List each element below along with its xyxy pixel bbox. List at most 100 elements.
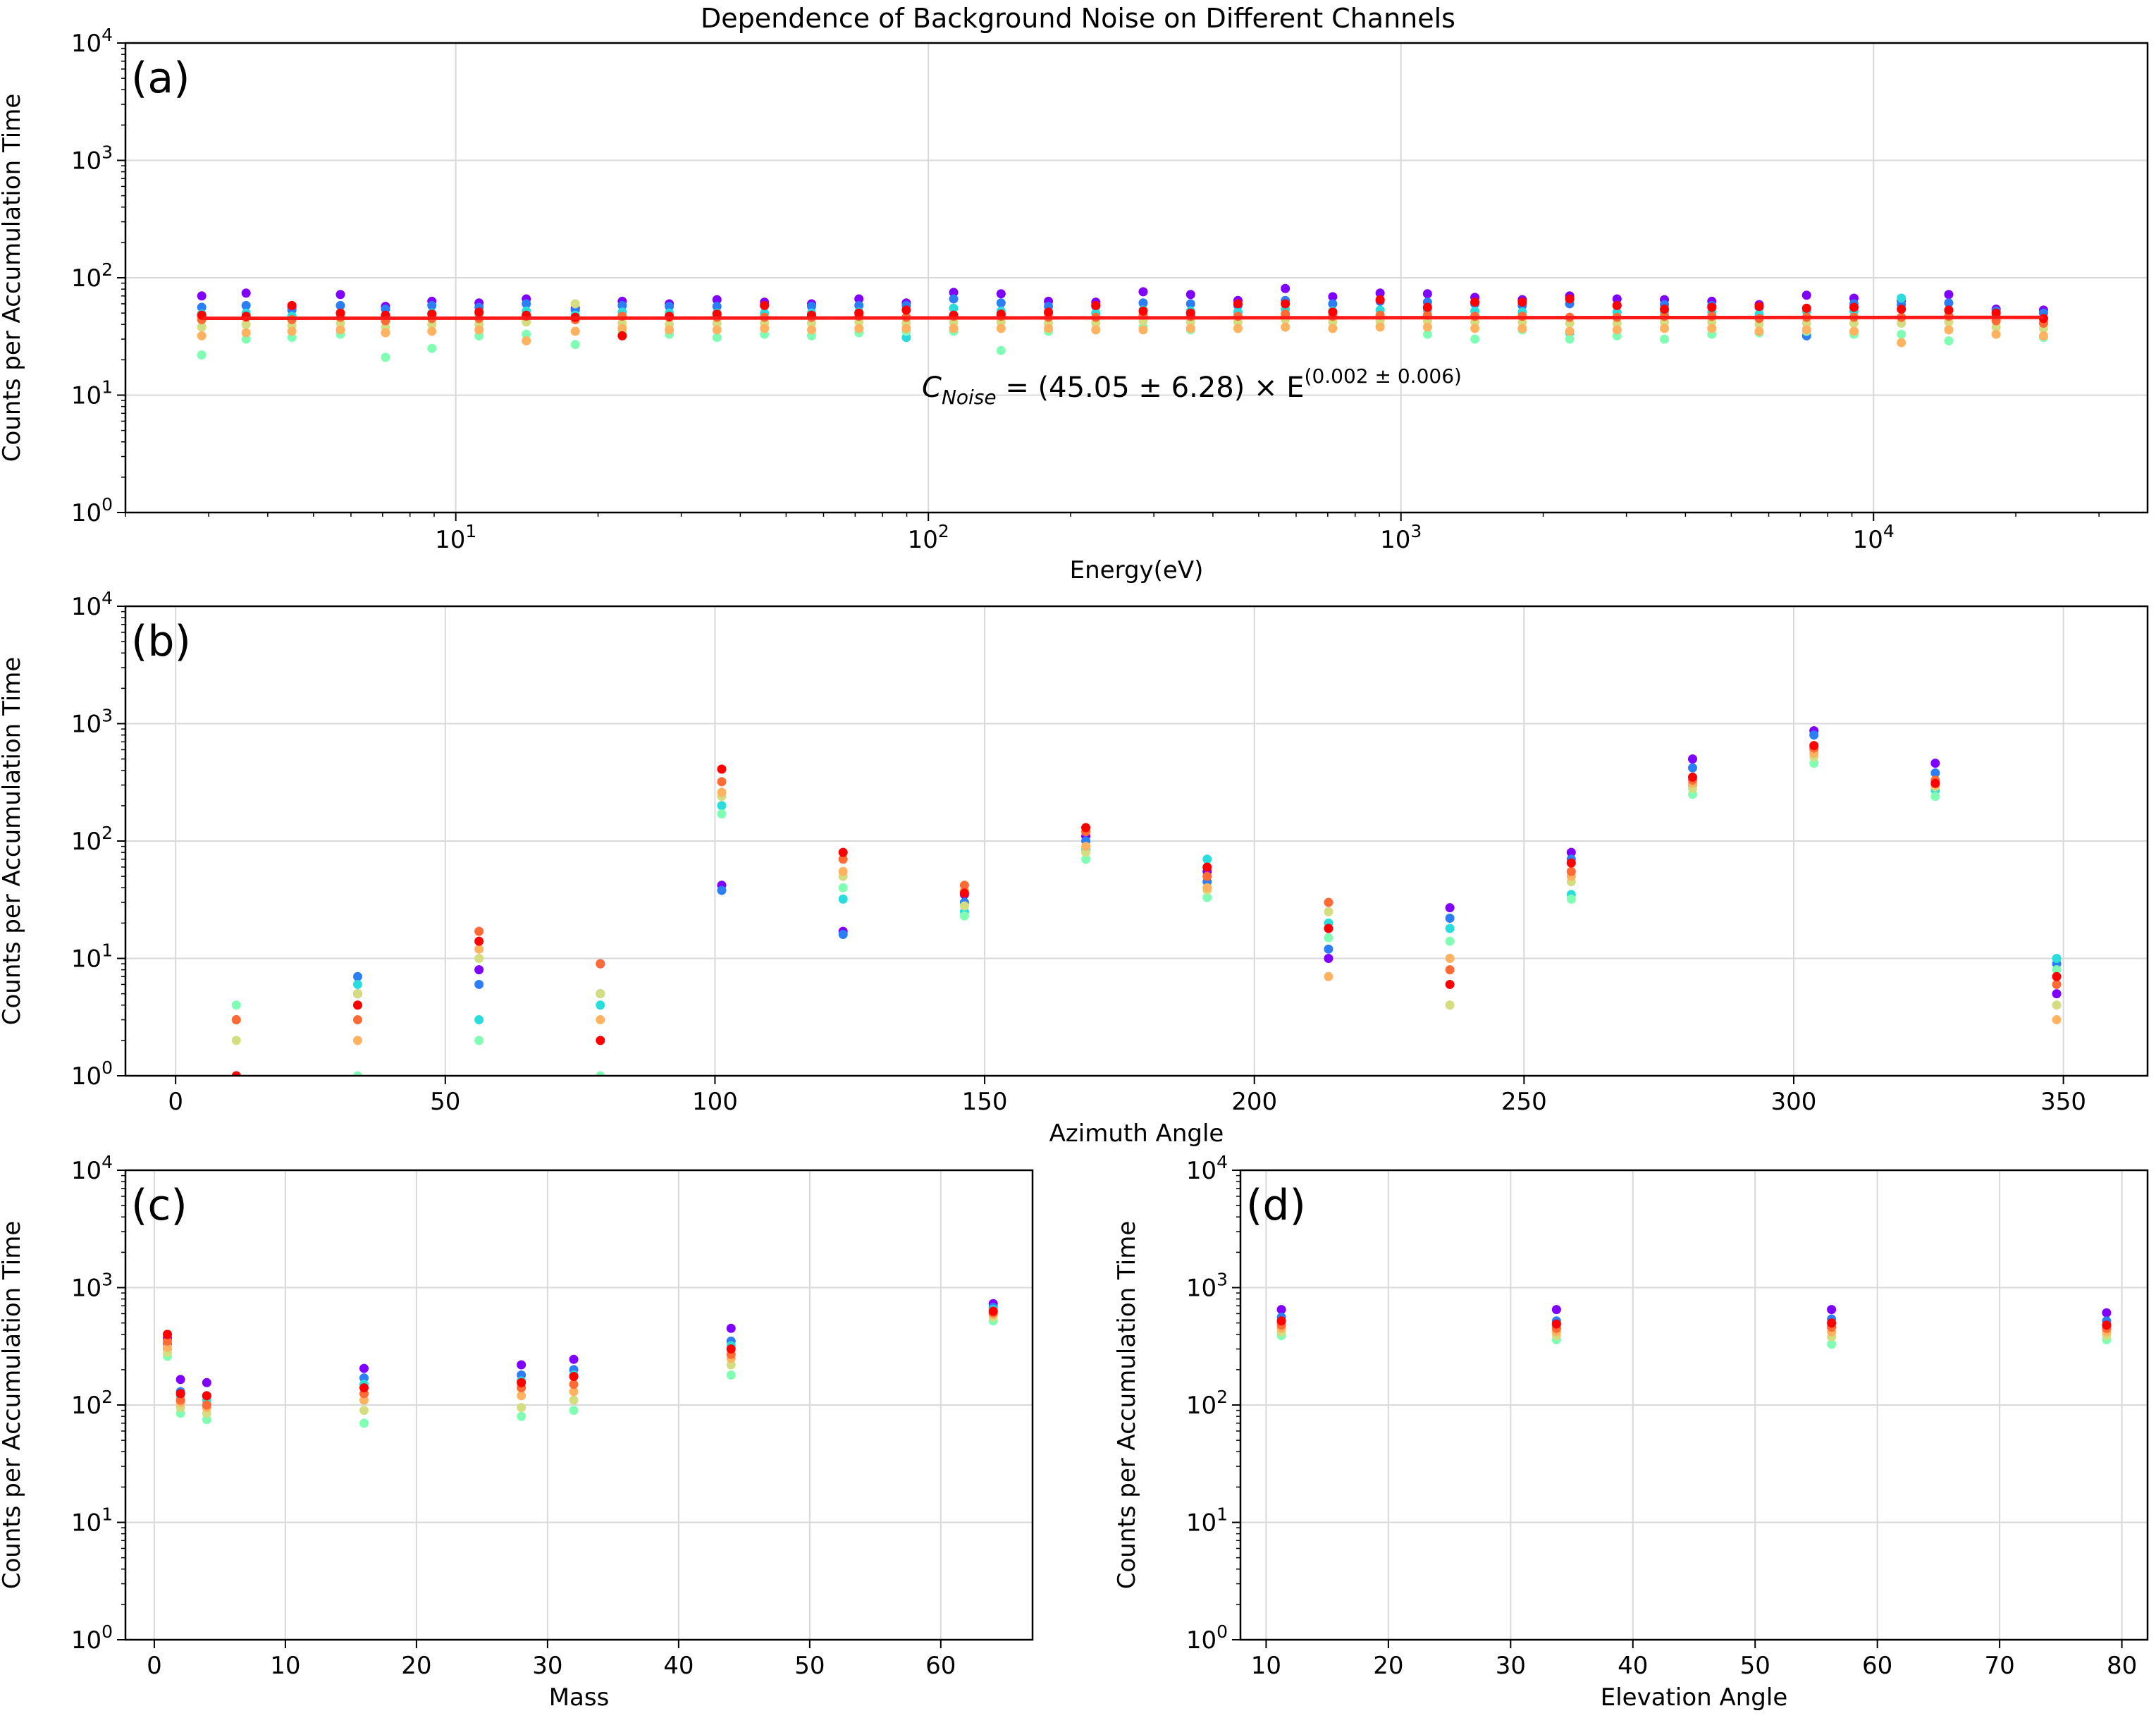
data-point — [1445, 924, 1455, 933]
x-tick-label: 150 — [962, 1088, 1008, 1116]
data-point — [1202, 892, 1212, 902]
data-point — [359, 1363, 369, 1373]
data-point — [838, 894, 848, 904]
data-point — [726, 1360, 736, 1370]
data-point — [352, 989, 362, 999]
data-point — [1551, 1305, 1561, 1315]
x-tick-label: 300 — [1771, 1088, 1817, 1116]
data-point — [1375, 288, 1385, 298]
data-point — [197, 350, 207, 360]
y-tick-label: 100 — [71, 1057, 113, 1091]
data-point — [1930, 792, 1940, 802]
data-point — [1827, 1305, 1837, 1315]
data-point — [1445, 913, 1455, 923]
data-point — [569, 1380, 579, 1389]
data-point — [1849, 326, 1859, 336]
y-tick-label: 102 — [1186, 1387, 1228, 1420]
data-point — [522, 329, 531, 339]
data-point — [1687, 754, 1697, 764]
data-point — [1185, 299, 1195, 309]
data-point — [1138, 287, 1148, 297]
data-point — [569, 1395, 579, 1405]
y-tick-label: 104 — [71, 588, 113, 621]
data-point — [760, 324, 770, 333]
data-point — [1809, 730, 1819, 740]
data-point — [1612, 325, 1622, 335]
data-point — [1801, 325, 1811, 335]
data-point — [1233, 324, 1243, 333]
data-point — [202, 1378, 211, 1387]
y-tick-label: 103 — [1186, 1270, 1228, 1303]
data-point — [1517, 297, 1527, 307]
data-point — [596, 1071, 605, 1076]
data-point — [1328, 307, 1338, 317]
y-tick-label: 103 — [71, 706, 113, 739]
figure-title: Dependence of Background Noise on Differ… — [701, 3, 1455, 34]
data-point — [838, 883, 848, 892]
data-point — [1202, 871, 1212, 881]
data-point — [1276, 1305, 1286, 1315]
data-point — [522, 336, 531, 346]
data-point — [996, 324, 1006, 333]
data-point — [1991, 329, 2001, 339]
x-tick-label: 70 — [1984, 1652, 2014, 1680]
data-point — [1445, 1000, 1455, 1010]
data-point — [474, 325, 484, 335]
data-point — [1687, 763, 1697, 773]
x-tick-label: 250 — [1501, 1088, 1547, 1116]
data-point — [717, 787, 727, 797]
y-axis-label: Counts per Accumulation Time — [0, 1221, 26, 1589]
data-point — [352, 971, 362, 981]
data-point — [241, 319, 251, 329]
data-point — [474, 944, 484, 954]
data-point — [959, 911, 969, 921]
x-tick-label: 50 — [794, 1652, 825, 1680]
y-tick-label: 100 — [71, 494, 113, 527]
plot-frame — [124, 605, 2149, 1077]
data-point — [1324, 944, 1333, 954]
data-point — [231, 1071, 241, 1076]
plot-frame — [1239, 1169, 2149, 1641]
y-tick-label: 100 — [71, 1621, 113, 1655]
data-point — [335, 300, 345, 310]
x-tick-label: 104 — [1853, 521, 1895, 554]
x-tick-label: 10 — [1251, 1652, 1281, 1680]
data-point — [1445, 954, 1455, 963]
data-point — [1707, 302, 1717, 312]
data-point — [1612, 294, 1622, 304]
data-point — [726, 1323, 736, 1333]
panel-label: (a) — [131, 54, 190, 103]
data-point — [854, 294, 864, 304]
data-point — [1375, 295, 1385, 305]
data-point — [352, 1071, 362, 1076]
plot-frame — [124, 42, 2149, 514]
data-point — [838, 866, 848, 876]
data-point — [838, 847, 848, 857]
data-point — [197, 322, 207, 332]
data-point — [1422, 322, 1432, 332]
data-point — [1801, 290, 1811, 300]
x-tick-label: 50 — [1740, 1652, 1770, 1680]
data-point — [359, 1395, 369, 1405]
data-point — [359, 1383, 369, 1393]
data-point — [1944, 325, 1954, 335]
data-point — [2052, 1015, 2062, 1025]
x-axis-label: Elevation Angle — [1601, 1683, 1788, 1712]
data-point — [1897, 293, 1906, 303]
data-point — [474, 979, 484, 989]
data-point — [1422, 302, 1432, 312]
data-point — [2102, 1308, 2112, 1318]
x-axis-label: Energy(eV) — [1070, 556, 1204, 584]
y-tick-label: 101 — [71, 377, 113, 410]
x-tick-label: 30 — [1496, 1652, 1526, 1680]
data-point — [1827, 1318, 1837, 1328]
data-point — [1809, 741, 1819, 751]
data-point — [241, 328, 251, 338]
data-point — [1328, 324, 1338, 333]
data-point — [996, 298, 1006, 308]
data-point — [1944, 336, 1954, 346]
data-point — [712, 295, 722, 305]
data-point — [1185, 290, 1195, 300]
y-tick-label: 102 — [71, 1387, 113, 1420]
